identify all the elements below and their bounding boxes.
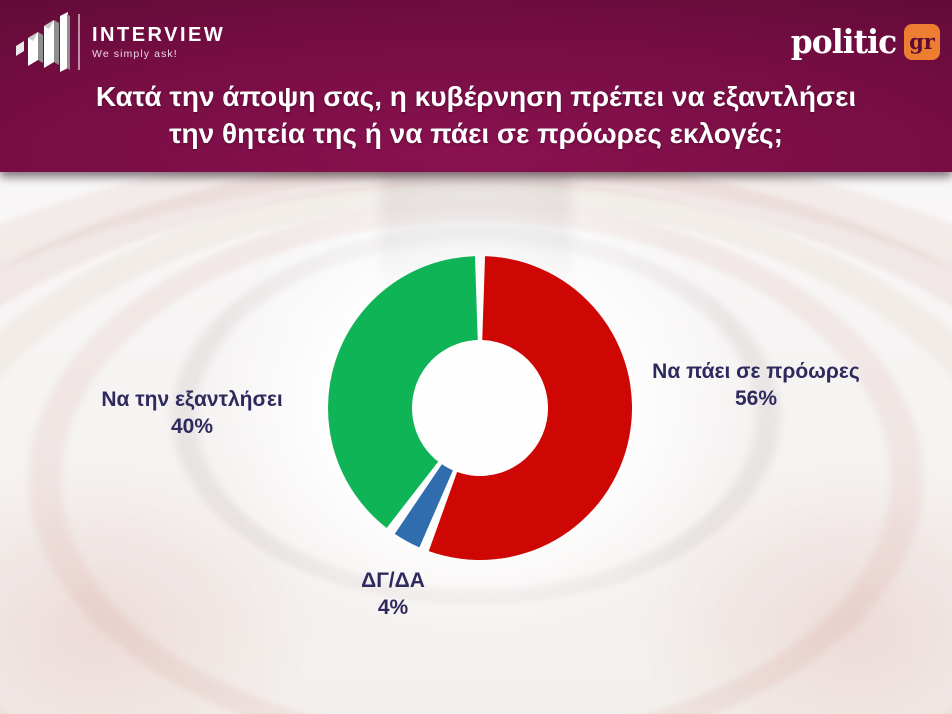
- slice-label-text: ΔΓ/ΔΑ: [361, 569, 425, 592]
- bar-chart-3d-icon: [16, 12, 70, 72]
- logo-divider: [78, 14, 80, 70]
- interview-logo: INTERVIEW We simply ask!: [14, 10, 225, 74]
- slice-label-text: Να την εξαντλήσει: [101, 388, 283, 411]
- slice-label-dont-know: ΔΓ/ΔΑ 4%: [323, 567, 463, 621]
- politic-logo: politic gr: [788, 22, 940, 61]
- donut-slice-2: [327, 256, 478, 528]
- slice-label-text: Να πάει σε πρόωρες: [652, 360, 860, 383]
- poll-question-title: Κατά την άποψη σας, η κυβέρνηση πρέπει ν…: [0, 78, 952, 152]
- donut-slice-0: [428, 256, 632, 560]
- slice-label-pct: 56%: [734, 387, 778, 410]
- interview-logo-name: INTERVIEW: [92, 24, 226, 46]
- slice-label-pct: 40%: [170, 415, 214, 438]
- chart-background-wash: [206, 173, 746, 643]
- politic-gr-badge: gr: [904, 23, 940, 60]
- politic-logo-name: politic: [790, 22, 897, 61]
- slice-label-full-term: Να την εξαντλήσει 40%: [72, 386, 312, 440]
- donut-slice-1: [394, 464, 453, 548]
- interview-logo-tagline: We simply ask!: [92, 48, 178, 60]
- title-line-1: Κατά την άποψη σας, η κυβέρνηση πρέπει ν…: [95, 81, 857, 112]
- slice-label-pct: 4%: [377, 596, 409, 619]
- background-parliament-image: [0, 172, 952, 714]
- header: INTERVIEW We simply ask! politic gr Κατά…: [0, 0, 952, 172]
- title-line-2: την θητεία της ή να πάει σε πρόωρες εκλο…: [169, 118, 783, 149]
- slice-label-early-elections: Να πάει σε πρόωρες 56%: [640, 358, 872, 412]
